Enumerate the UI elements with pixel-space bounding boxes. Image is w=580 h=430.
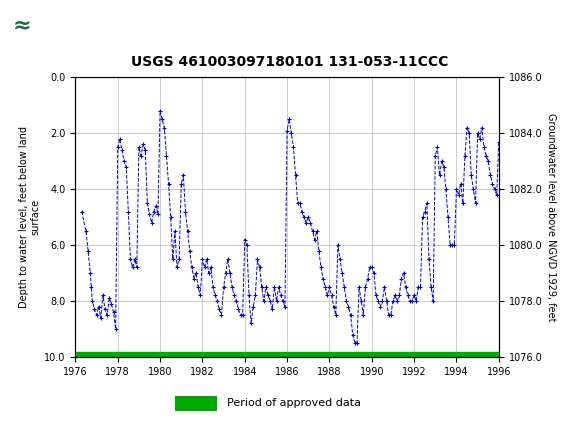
Text: USGS: USGS [70,16,125,34]
Y-axis label: Groundwater level above NGVD 1929, feet: Groundwater level above NGVD 1929, feet [546,113,556,321]
Text: ≈: ≈ [13,15,31,35]
Text: USGS 461003097180101 131-053-11CCC: USGS 461003097180101 131-053-11CCC [131,55,449,69]
Bar [175,396,217,411]
Bar [75,352,499,357]
Y-axis label: Depth to water level, feet below land
surface: Depth to water level, feet below land su… [19,126,40,308]
Text: Period of approved data: Period of approved data [227,398,361,408]
Text: █USGS: █USGS [9,14,63,35]
FancyBboxPatch shape [5,5,42,46]
